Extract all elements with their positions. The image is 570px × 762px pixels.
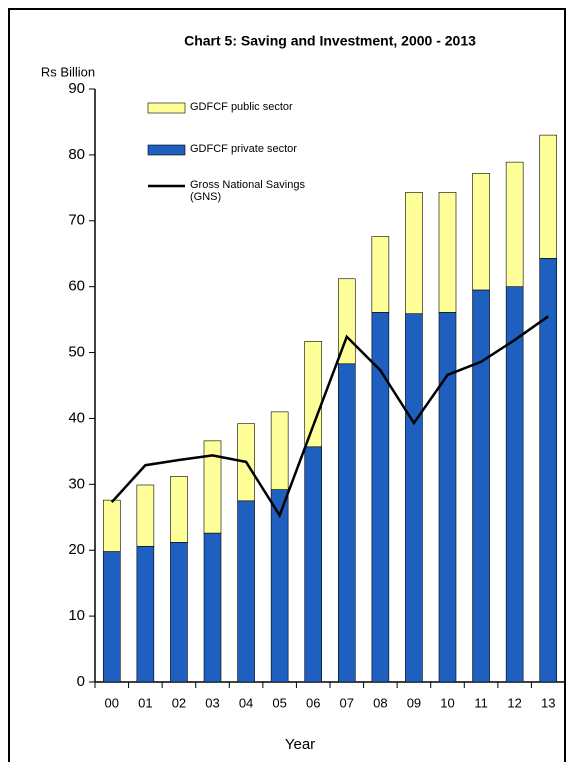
bar xyxy=(539,134,558,259)
y-tick-label: 70 xyxy=(68,212,85,229)
x-tick-label: 07 xyxy=(340,695,354,710)
y-axis-label: Rs Billion xyxy=(41,64,95,79)
bar xyxy=(505,286,524,683)
bar xyxy=(371,236,390,313)
legend-swatch xyxy=(147,144,186,156)
y-tick-label: 0 xyxy=(77,673,85,690)
x-tick-label: 05 xyxy=(272,695,286,710)
bar xyxy=(438,312,457,683)
bar xyxy=(438,192,457,313)
bar xyxy=(270,411,289,490)
bar xyxy=(472,173,490,291)
x-tick-label: 02 xyxy=(172,695,186,710)
y-tick-label: 90 xyxy=(68,80,85,97)
bar xyxy=(203,532,222,683)
legend-swatch xyxy=(147,102,186,114)
y-tick-label: 60 xyxy=(68,278,85,295)
x-tick-label: 09 xyxy=(407,695,421,710)
legend-label: Gross National Savings (GNS) xyxy=(190,179,305,203)
x-tick-label: 06 xyxy=(306,695,320,710)
x-tick-label: 12 xyxy=(507,695,521,710)
bar xyxy=(337,363,356,683)
x-tick-label: 10 xyxy=(440,695,454,710)
x-axis-label: Year xyxy=(285,736,315,753)
bar xyxy=(102,551,121,683)
y-tick-label: 40 xyxy=(68,409,85,426)
x-tick-label: 04 xyxy=(239,695,253,710)
bar xyxy=(472,289,490,683)
line xyxy=(110,315,549,519)
x-tick-label: 11 xyxy=(474,695,488,710)
x-tick-label: 03 xyxy=(205,695,219,710)
x-tick-label: 01 xyxy=(138,695,152,710)
y-tick-label: 10 xyxy=(68,607,85,624)
bar xyxy=(371,312,390,683)
x-tick-label: 00 xyxy=(105,695,119,710)
bar xyxy=(170,542,188,683)
x-tick-label: 08 xyxy=(373,695,387,710)
y-tick-label: 50 xyxy=(68,344,85,361)
chart-title: Chart 5: Saving and Investment, 2000 - 2… xyxy=(184,33,476,49)
x-tick-label: 13 xyxy=(541,695,555,710)
y-tick-label: 80 xyxy=(68,146,85,163)
bar xyxy=(304,446,323,683)
bar xyxy=(405,313,423,683)
bar xyxy=(270,489,289,683)
bar xyxy=(203,440,222,534)
y-tick-label: 20 xyxy=(68,541,85,558)
legend-label: GDFCF private sector xyxy=(190,143,297,155)
bar xyxy=(237,500,255,683)
bar xyxy=(136,545,155,683)
legend-label: GDFCF public sector xyxy=(190,101,293,113)
bar xyxy=(304,341,323,448)
bar xyxy=(102,499,121,552)
y-tick-label: 30 xyxy=(68,475,85,492)
bar xyxy=(136,484,155,547)
frame xyxy=(8,8,566,762)
bar xyxy=(405,192,423,314)
bar xyxy=(170,476,188,543)
bar xyxy=(505,161,524,287)
